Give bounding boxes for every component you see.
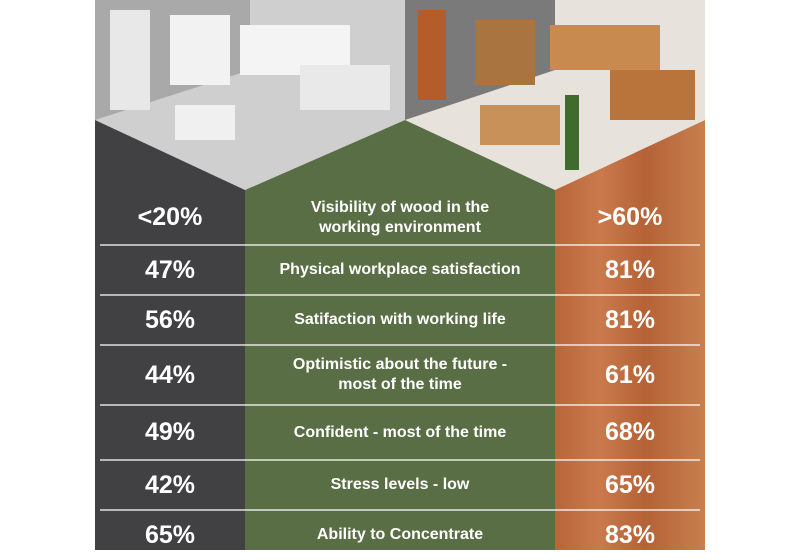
left-column bbox=[95, 120, 245, 550]
low-wood-value: 49% bbox=[144, 418, 196, 446]
low-wood-value: 65% bbox=[144, 520, 196, 549]
metric-label: Confident - most of the time bbox=[293, 423, 507, 441]
metric-label: Stress levels - low bbox=[330, 476, 470, 493]
door bbox=[418, 10, 446, 100]
high-wood-value: 81% bbox=[604, 255, 656, 284]
desk bbox=[610, 70, 695, 120]
low-wood-value: 44% bbox=[144, 360, 196, 389]
desk bbox=[550, 25, 660, 70]
desk bbox=[175, 105, 235, 140]
high-wood-value: 83% bbox=[604, 520, 656, 549]
shelf bbox=[170, 15, 230, 85]
door bbox=[110, 10, 150, 110]
high-wood-value: 68% bbox=[604, 418, 656, 446]
low-wood-value: 42% bbox=[144, 470, 196, 499]
desk bbox=[300, 65, 390, 110]
high-wood-value: 65% bbox=[604, 470, 656, 499]
separators bbox=[100, 244, 700, 511]
low-wood-value: 47% bbox=[144, 255, 196, 284]
metric-label: Physical workplace satisfaction bbox=[279, 261, 521, 278]
high-wood-value: 61% bbox=[604, 360, 656, 389]
high-wood-value: 81% bbox=[604, 305, 656, 334]
shelf bbox=[475, 20, 535, 85]
plant bbox=[565, 95, 579, 170]
metric-label: Satifaction with working life bbox=[294, 311, 506, 328]
high-wood-value: >60% bbox=[597, 203, 663, 231]
low-wood-value: 56% bbox=[144, 305, 196, 334]
desk bbox=[480, 105, 560, 145]
metric-label: Ability to Concentrate bbox=[316, 526, 484, 543]
metric-label: Visibility of wood in the working enviro… bbox=[310, 198, 490, 236]
metric-label: Optimistic about the future - most of th… bbox=[292, 356, 508, 393]
middle-column bbox=[245, 120, 555, 550]
low-wood-value: <20% bbox=[137, 203, 203, 231]
right-column bbox=[555, 120, 705, 550]
